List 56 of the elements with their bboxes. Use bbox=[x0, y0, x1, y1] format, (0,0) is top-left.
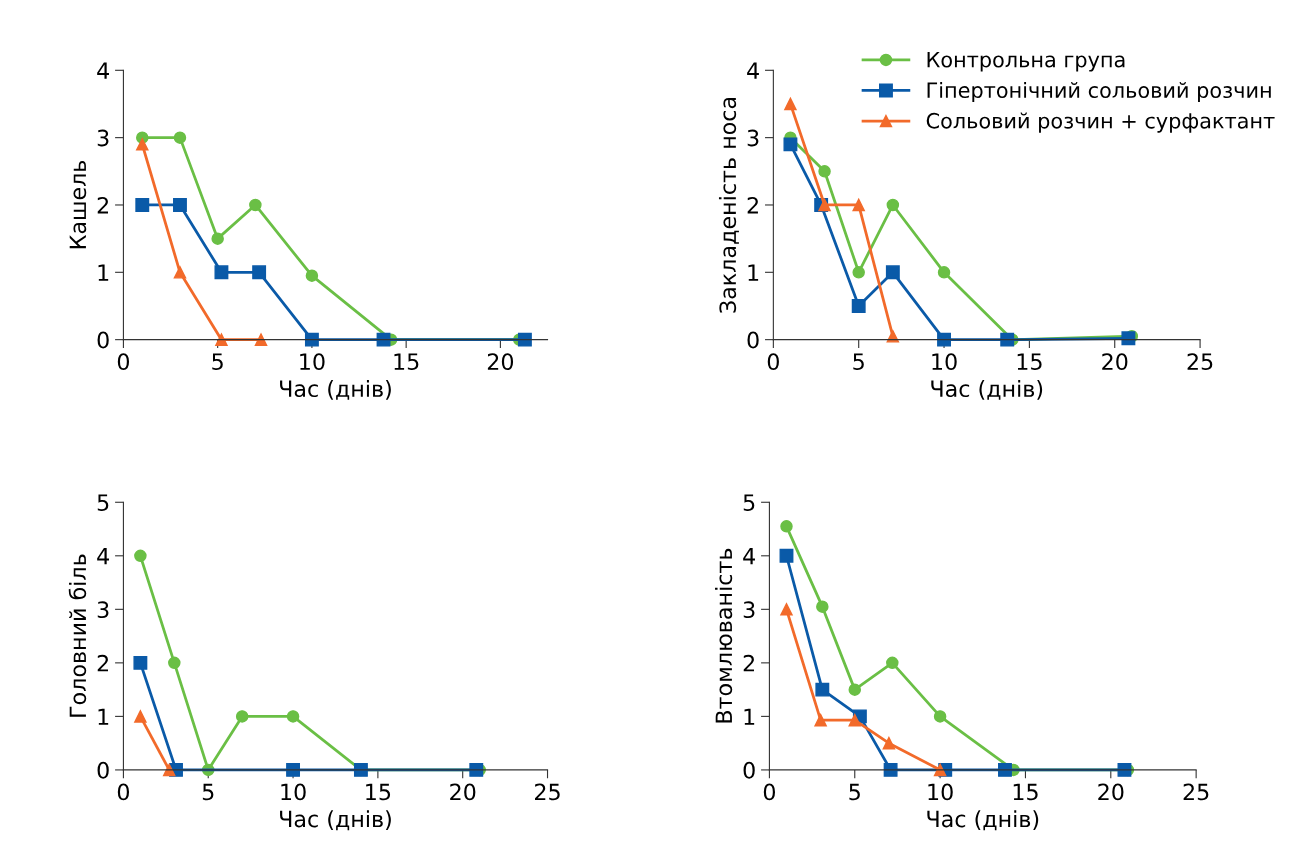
x-tick-label: 15 bbox=[366, 783, 391, 801]
y-tick-label: 2 bbox=[97, 196, 108, 214]
y-axis-title: Втомлюваність bbox=[715, 548, 733, 723]
x-tick-label: 5 bbox=[849, 783, 860, 801]
x-tick-label: 5 bbox=[202, 783, 214, 801]
y-tick-label: 5 bbox=[743, 494, 755, 512]
x-axis-title: Час (днів) bbox=[280, 379, 391, 400]
x-axis-title: Час (днів) bbox=[280, 810, 391, 831]
x-tick-label: 10 bbox=[928, 783, 953, 801]
legend-label: Контрольна група bbox=[927, 51, 1125, 72]
x-tick-label: 5 bbox=[212, 353, 223, 371]
y-tick-label: 4 bbox=[743, 548, 755, 565]
y-tick-label: 3 bbox=[97, 129, 109, 147]
legend-label: Гіпертонічний сольовий розчин bbox=[927, 81, 1271, 103]
y-tick-label: 4 bbox=[97, 548, 109, 565]
y-tick-label: 2 bbox=[97, 654, 108, 672]
x-tick-label: 15 bbox=[1017, 353, 1042, 371]
y-tick-label: 0 bbox=[747, 331, 759, 349]
y-tick-label: 1 bbox=[748, 264, 759, 281]
y-axis-title: Закладеність носа bbox=[718, 97, 739, 313]
x-tick-label: 10 bbox=[281, 783, 306, 801]
y-tick-label: 2 bbox=[747, 196, 758, 214]
x-axis-title: Час (днів) bbox=[927, 810, 1039, 831]
y-axis-title: Кашель bbox=[69, 160, 87, 249]
x-tick-label: 15 bbox=[1013, 783, 1038, 801]
x-tick-label: 10 bbox=[932, 353, 957, 371]
y-tick-label: 1 bbox=[98, 264, 109, 281]
y-tick-label: 0 bbox=[743, 761, 755, 779]
x-tick-label: 25 bbox=[535, 783, 560, 801]
x-tick-label: 0 bbox=[767, 353, 779, 371]
y-tick-label: 2 bbox=[743, 654, 754, 672]
y-tick-label: 3 bbox=[97, 601, 109, 619]
y-tick-label: 1 bbox=[744, 708, 755, 725]
y-tick-label: 4 bbox=[97, 62, 109, 79]
y-axis-title: Головний біль bbox=[68, 554, 87, 717]
x-tick-label: 15 bbox=[394, 353, 419, 371]
y-tick-label: 0 bbox=[97, 761, 109, 779]
legend-label: Сольовий розчин + сурфактант bbox=[926, 112, 1275, 133]
x-tick-label: 25 bbox=[1183, 783, 1209, 801]
x-tick-label: 25 bbox=[1187, 353, 1213, 371]
x-tick-label: 20 bbox=[1102, 353, 1128, 371]
x-tick-label: 10 bbox=[300, 353, 325, 371]
y-tick-label: 3 bbox=[747, 129, 759, 147]
x-tick-label: 0 bbox=[117, 353, 130, 371]
x-tick-label: 20 bbox=[450, 783, 476, 801]
y-tick-label: 4 bbox=[747, 62, 759, 79]
y-tick-label: 0 bbox=[97, 331, 109, 349]
y-tick-label: 1 bbox=[98, 708, 109, 725]
y-tick-label: 3 bbox=[743, 601, 755, 619]
x-tick-label: 5 bbox=[853, 353, 864, 371]
x-axis-title: Час (днів) bbox=[931, 379, 1043, 400]
x-tick-label: 20 bbox=[1098, 783, 1124, 801]
x-tick-label: 0 bbox=[763, 783, 776, 801]
y-tick-label: 5 bbox=[97, 494, 109, 512]
x-tick-label: 0 bbox=[117, 783, 130, 801]
x-tick-label: 20 bbox=[487, 353, 514, 371]
